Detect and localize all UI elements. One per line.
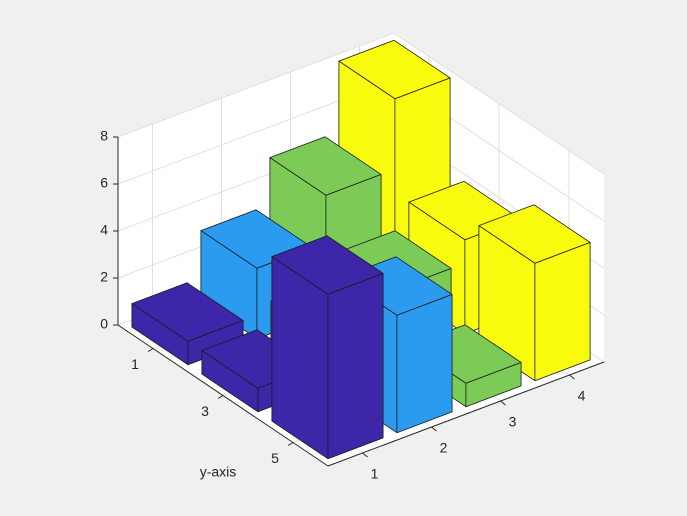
bar-front-face bbox=[534, 241, 591, 382]
labels: 0 2 4 6 8 1 2 3 4 1 3 5 bbox=[100, 128, 605, 482]
x-tick-label: 4 bbox=[578, 388, 586, 404]
y-tick-mark bbox=[217, 395, 224, 399]
x-tick-label: 2 bbox=[440, 440, 448, 456]
x-tick-mark bbox=[500, 400, 506, 406]
y-tick-mark bbox=[287, 442, 294, 446]
bar-top-face bbox=[271, 235, 384, 295]
x-tick-mark bbox=[569, 374, 575, 380]
y-tick-label: 1 bbox=[131, 356, 139, 372]
y-tick-mark bbox=[147, 348, 154, 352]
z-tick-label: 8 bbox=[100, 128, 108, 144]
bar-top-face bbox=[478, 204, 591, 264]
y-axis-label: y-axis bbox=[200, 464, 237, 480]
x-tick-mark bbox=[362, 452, 368, 458]
z-tick-label: 2 bbox=[100, 269, 108, 285]
y-tick-label: 5 bbox=[271, 450, 279, 466]
bar-front-face bbox=[396, 293, 453, 434]
bar-top-face bbox=[131, 282, 244, 342]
z-tick-label: 0 bbox=[100, 316, 108, 332]
x-axis bbox=[327, 361, 605, 467]
z-tick-label: 4 bbox=[100, 222, 108, 238]
bar bbox=[271, 235, 384, 460]
grid-line bbox=[117, 32, 605, 175]
bar-top-face bbox=[269, 136, 382, 196]
x-tick-label: 3 bbox=[509, 414, 517, 430]
y-axis bbox=[117, 324, 329, 467]
x-tick-mark bbox=[431, 426, 437, 432]
bar-top-face bbox=[338, 39, 451, 100]
bars bbox=[131, 39, 591, 460]
bar-front-face bbox=[327, 272, 384, 460]
x-tick-label: 1 bbox=[371, 466, 379, 482]
z-tick-label: 6 bbox=[100, 175, 108, 191]
y-tick-label: 3 bbox=[201, 403, 209, 419]
